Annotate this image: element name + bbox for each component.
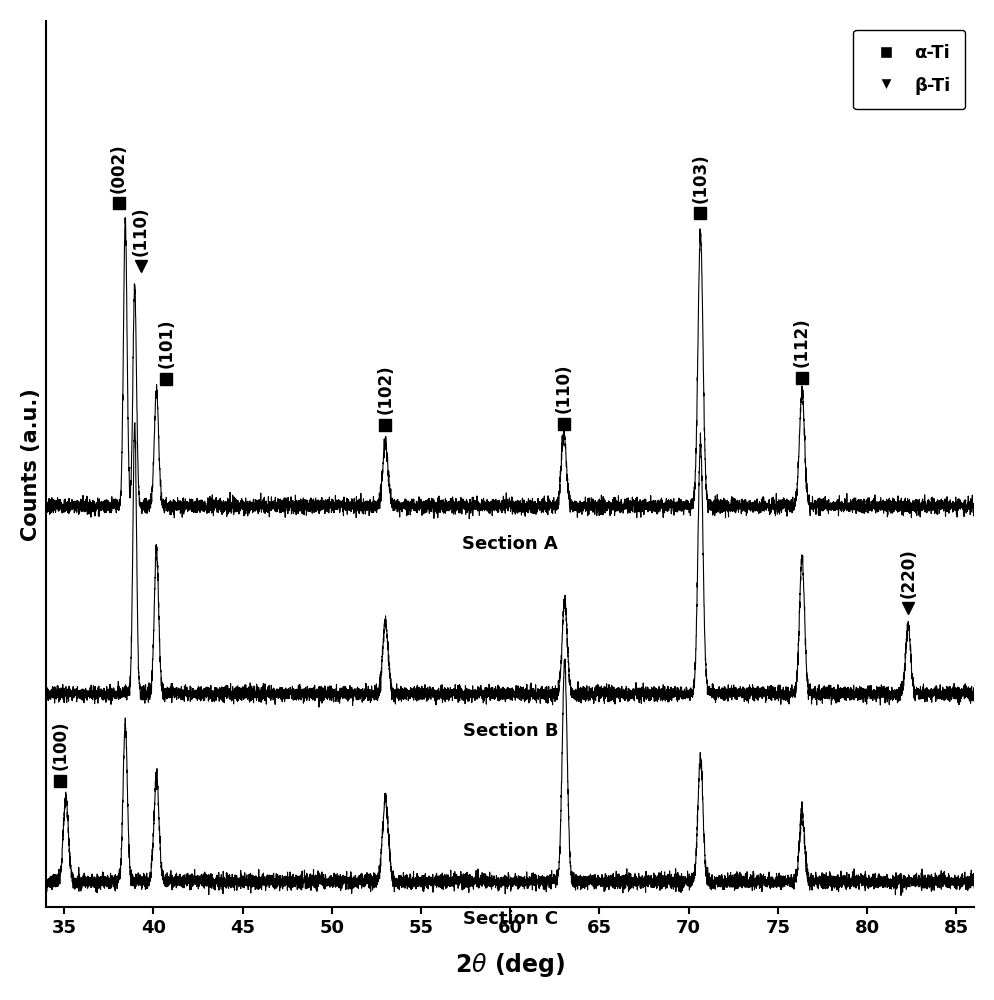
- Text: Section C: Section C: [462, 910, 558, 928]
- X-axis label: 2$\theta$ (deg): 2$\theta$ (deg): [454, 951, 565, 979]
- Text: (112): (112): [792, 318, 810, 367]
- Text: (102): (102): [376, 365, 394, 414]
- Legend: α-Ti, β-Ti: α-Ti, β-Ti: [852, 30, 964, 109]
- Text: (101): (101): [157, 319, 175, 368]
- Text: (110): (110): [132, 206, 150, 256]
- Text: (220): (220): [899, 548, 916, 598]
- Text: Section A: Section A: [462, 535, 558, 553]
- Text: (103): (103): [691, 153, 709, 203]
- Text: (100): (100): [52, 721, 70, 770]
- Text: Section B: Section B: [462, 722, 558, 740]
- Y-axis label: Counts (a.u.): Counts (a.u.): [21, 388, 41, 541]
- Text: (110): (110): [555, 364, 573, 413]
- Text: (002): (002): [110, 143, 128, 193]
